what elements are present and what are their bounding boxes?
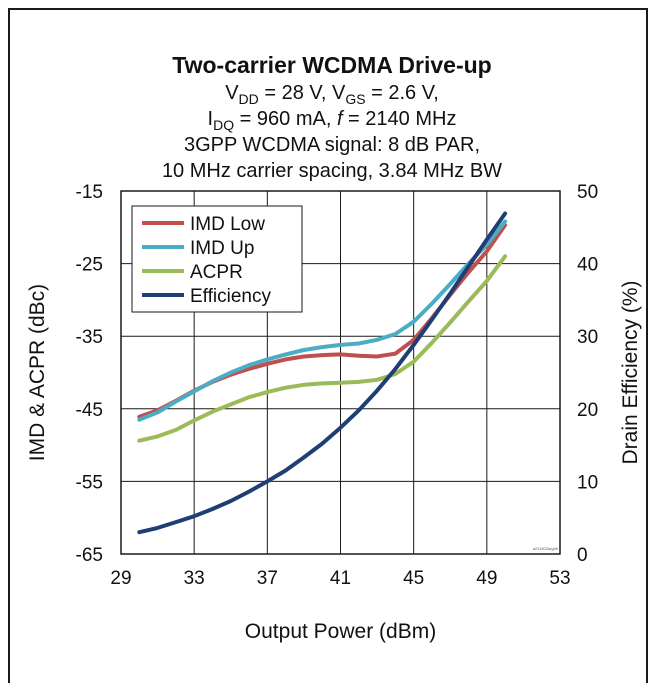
y2-tick-label: 20 (577, 400, 598, 421)
x-axis-ticks: 29 33 37 41 45 49 53 (110, 568, 570, 589)
subtitle-line: VDD = 28 V, VGS = 2.6 V, (225, 82, 439, 107)
chart-subtitle: VDD = 28 V, VGS = 2.6 V,IDQ = 960 mA, f … (162, 82, 502, 182)
y-tick-label: -55 (76, 472, 103, 493)
y-axis-label: IMD & ACPR (dBc) (26, 284, 49, 461)
y2-axis-ticks: 50 40 30 20 10 0 (577, 182, 598, 566)
y-tick-label: -15 (76, 182, 103, 203)
plot-border (120, 190, 561, 555)
y2-tick-label: 40 (577, 255, 598, 276)
y-tick-label: -45 (76, 400, 103, 421)
watermark-code: a211902a/g4b (533, 546, 559, 551)
chart-title: Two-carrier WCDMA Drive-up (172, 52, 491, 78)
legend-label: Efficiency (190, 286, 271, 307)
y-tick-label: -25 (76, 255, 103, 276)
x-tick-label: 49 (476, 568, 497, 589)
x-tick-label: 33 (184, 568, 205, 589)
series-line-acpr (137, 254, 508, 443)
subtitle-line: 3GPP WCDMA signal: 8 dB PAR, (184, 134, 480, 156)
y-axis-ticks: -15 -25 -35 -45 -55 -65 (76, 182, 103, 566)
legend-label: IMD Low (190, 214, 265, 235)
legend-label: IMD Up (190, 238, 254, 259)
x-tick-label: 53 (549, 568, 570, 589)
series-lines (137, 211, 508, 535)
x-tick-label: 29 (110, 568, 131, 589)
y2-tick-label: 30 (577, 327, 598, 348)
y2-tick-label: 50 (577, 182, 598, 203)
y2-tick-label: 0 (577, 545, 588, 566)
y-tick-label: -35 (76, 327, 103, 348)
y2-axis-label: Drain Efficiency (%) (619, 281, 642, 465)
legend: IMD Low IMD Up ACPR Efficiency (131, 205, 303, 313)
y2-tick-label: 10 (577, 472, 598, 493)
subtitle-line: IDQ = 960 mA, f = 2140 MHz (208, 108, 457, 133)
legend-label: ACPR (190, 262, 243, 283)
figure-frame (8, 8, 648, 683)
series-line-efficiency (137, 211, 508, 535)
x-tick-label: 37 (257, 568, 278, 589)
x-axis-label: Output Power (dBm) (245, 620, 436, 643)
x-tick-label: 45 (403, 568, 424, 589)
subtitle-line: 10 MHz carrier spacing, 3.84 MHz BW (162, 160, 502, 182)
series-line-imd-up (137, 219, 508, 422)
y-tick-label: -65 (76, 545, 103, 566)
x-tick-label: 41 (330, 568, 351, 589)
